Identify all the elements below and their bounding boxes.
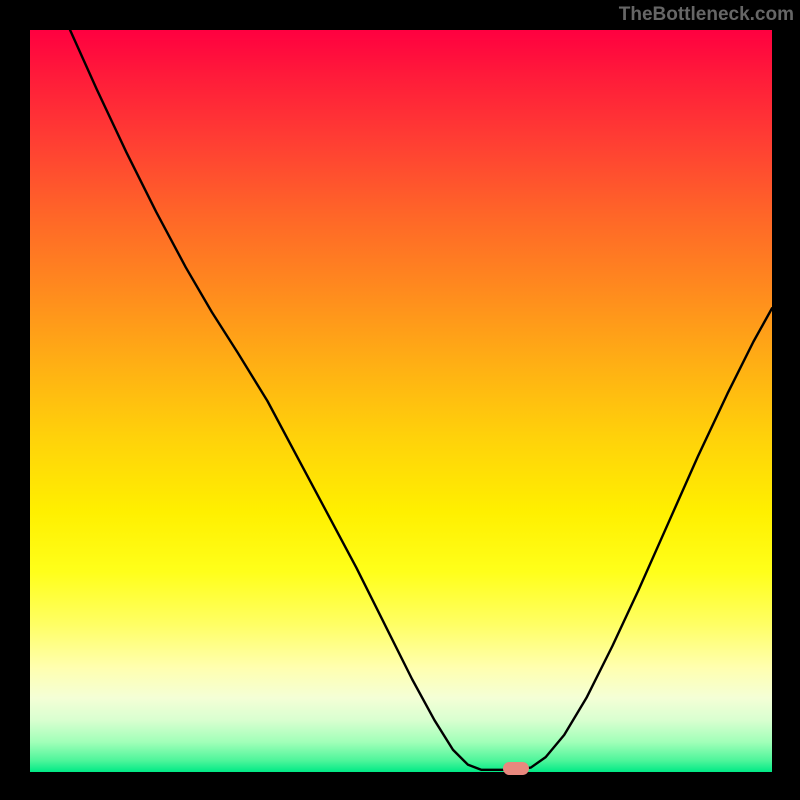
optimal-point-marker [503,762,529,775]
performance-curve [30,30,772,772]
watermark-text: TheBottleneck.com [619,4,794,26]
plot-area [30,30,772,772]
bottleneck-chart: TheBottleneck.com [0,0,800,800]
